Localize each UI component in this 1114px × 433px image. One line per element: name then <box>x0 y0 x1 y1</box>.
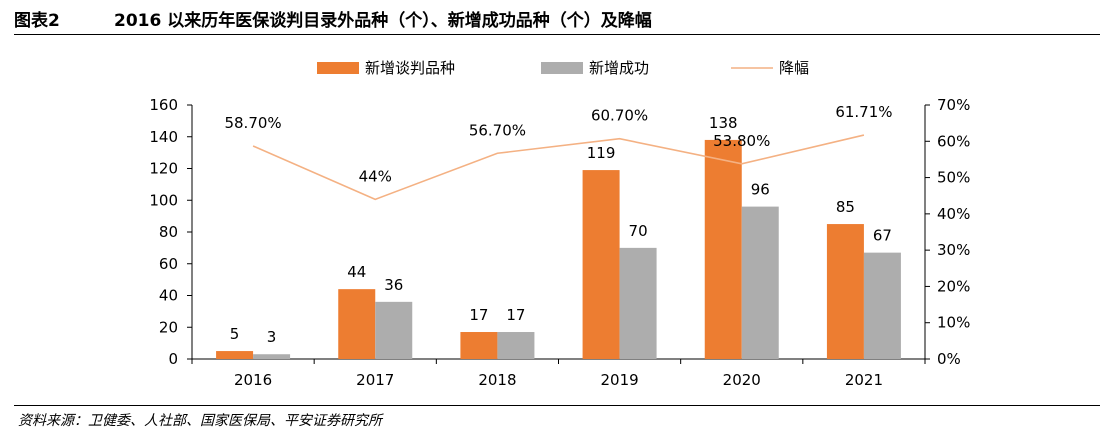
bar-negotiated-label: 138 <box>709 114 738 132</box>
bar-success-label: 3 <box>267 328 277 346</box>
x-axis-tick-label: 2018 <box>478 371 516 389</box>
right-axis-tick-label: 70% <box>937 96 970 114</box>
legend-drop-label: 降幅 <box>779 59 809 77</box>
left-axis-tick-label: 120 <box>149 160 178 178</box>
right-axis-tick-label: 60% <box>937 132 970 150</box>
left-axis-tick-label: 0 <box>168 350 178 368</box>
bottom-rule <box>14 405 1100 406</box>
line-drop-label: 61.71% <box>835 103 892 121</box>
line-drop-label: 58.70% <box>224 114 281 132</box>
x-axis-tick-label: 2016 <box>234 371 272 389</box>
legend-success-label: 新增成功 <box>589 59 649 77</box>
bar-negotiated-label: 85 <box>836 198 855 216</box>
left-axis-tick-label: 80 <box>159 223 178 241</box>
chart-area: 0 20 40 60 80 100 120 140 160 0% 10% 20% 30% 40% 50% 60… <box>149 59 970 389</box>
right-axis-tick-label: 0% <box>937 350 961 368</box>
line-drop-rate <box>252 134 865 201</box>
right-axis-tick-label: 30% <box>937 241 970 259</box>
bar-success <box>253 354 291 359</box>
bar-success <box>497 332 535 359</box>
bar-success-label: 70 <box>629 222 648 240</box>
x-axis-tick-label: 2019 <box>600 371 638 389</box>
x-axis-tick-label: 2021 <box>845 371 883 389</box>
source-note: 资料来源：卫健委、人社部、国家医保局、平安证券研究所 <box>18 413 382 429</box>
line-drop-label: 56.70% <box>469 121 526 139</box>
bar-negotiated-label: 44 <box>347 263 366 281</box>
bar-negotiated <box>338 289 376 359</box>
line-drop-label: 53.80% <box>713 132 770 150</box>
bar-success-label: 96 <box>751 181 770 199</box>
top-rule <box>14 34 1100 35</box>
right-axis-tick-label: 50% <box>937 169 970 187</box>
bar-negotiated-label: 5 <box>230 325 240 343</box>
left-axis-tick-label: 140 <box>149 128 178 146</box>
x-axis-tick-label: 2017 <box>356 371 394 389</box>
bar-success-label: 17 <box>506 306 525 324</box>
x-axis-tick-label: 2020 <box>723 371 761 389</box>
bar-negotiated <box>460 332 498 359</box>
bar-negotiated <box>216 351 254 359</box>
left-axis-tick-label: 60 <box>159 255 178 273</box>
bar-success <box>863 252 901 359</box>
left-axis-tick-label: 160 <box>149 96 178 114</box>
bar-success <box>619 247 657 359</box>
bar-success-label: 67 <box>873 227 892 245</box>
bar-success-label: 36 <box>384 276 403 294</box>
right-axis-tick-label: 10% <box>937 314 970 332</box>
chart-title: 2016 以来历年医保谈判目录外品种（个）、新增成功品种（个）及降幅 <box>114 11 652 31</box>
legend-negotiated-swatch <box>317 62 359 74</box>
bar-success <box>741 206 779 359</box>
line-drop-label: 60.70% <box>591 107 648 125</box>
bar-negotiated <box>582 170 620 359</box>
figure-label: 图表2 <box>14 11 60 31</box>
legend-success-swatch <box>541 62 583 74</box>
bar-negotiated <box>826 224 864 359</box>
line-drop-label: 44% <box>359 167 392 185</box>
bar-negotiated-label: 119 <box>587 144 616 162</box>
left-axis-tick-label: 20 <box>159 318 178 336</box>
legend-negotiated-label: 新增谈判品种 <box>365 59 455 77</box>
bar-negotiated-label: 17 <box>469 306 488 324</box>
left-axis-tick-label: 100 <box>149 191 178 209</box>
bar-success <box>375 301 413 359</box>
left-axis-tick-label: 40 <box>159 287 178 305</box>
right-axis-tick-label: 40% <box>937 205 970 223</box>
figure-header: 图表2 2016 以来历年医保谈判目录外品种（个）、新增成功品种（个）及降幅 <box>14 0 1100 36</box>
bar-negotiated <box>704 139 742 359</box>
right-axis-tick-label: 20% <box>937 277 970 295</box>
